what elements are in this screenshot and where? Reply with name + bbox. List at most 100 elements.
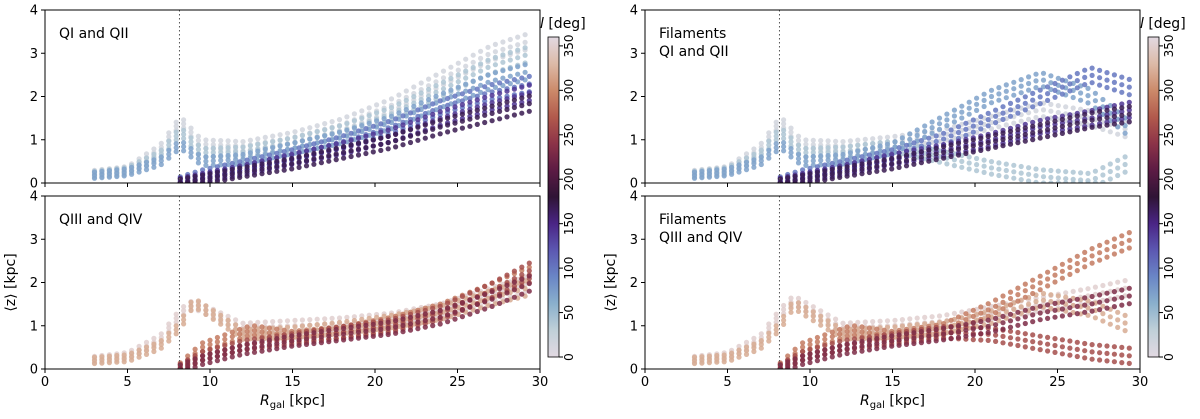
scatter-point xyxy=(1022,307,1028,313)
scatter-point xyxy=(452,302,458,308)
scatter-point xyxy=(507,73,513,79)
scatter-point xyxy=(1033,108,1039,114)
scatter-point xyxy=(284,318,291,324)
scatter-point xyxy=(844,341,850,347)
scatter-point xyxy=(240,320,246,326)
scatter-point xyxy=(1067,122,1073,128)
scatter-point xyxy=(296,145,302,151)
scatter-point xyxy=(1026,301,1032,307)
scatter-point xyxy=(1082,118,1088,125)
scatter-point xyxy=(515,55,521,61)
scatter-point xyxy=(1067,129,1073,135)
scatter-point xyxy=(497,108,503,114)
scatter-point xyxy=(244,341,250,347)
scatter-point xyxy=(1082,302,1088,308)
scatter-point xyxy=(303,336,310,342)
scatter-point xyxy=(344,314,350,320)
scatter-point xyxy=(929,314,935,320)
scatter-point xyxy=(922,123,928,129)
scatter-point xyxy=(1082,355,1088,361)
scatter-point xyxy=(470,59,476,65)
scatter-point xyxy=(1119,116,1125,122)
scatter-point xyxy=(773,323,779,329)
scatter-point xyxy=(1052,118,1058,124)
scatter-point xyxy=(1082,126,1088,132)
scatter-point xyxy=(978,120,984,126)
scatter-point xyxy=(1052,279,1058,285)
scatter-point xyxy=(244,350,250,357)
scatter-point xyxy=(385,119,391,125)
scatter-point xyxy=(1015,97,1021,103)
scatter-point xyxy=(341,325,347,332)
scatter-point xyxy=(489,296,495,302)
scatter-point xyxy=(859,329,865,335)
scatter-point xyxy=(1000,326,1006,332)
scatter-point xyxy=(1037,117,1043,123)
scatter-point xyxy=(814,349,821,355)
scatter-point xyxy=(1040,290,1047,297)
scatter-point xyxy=(225,152,231,159)
scatter-point xyxy=(244,328,250,335)
scatter-point xyxy=(874,326,880,332)
scatter-point xyxy=(959,158,965,164)
scatter-point xyxy=(485,44,491,50)
scatter-point xyxy=(840,151,846,158)
scatter-point xyxy=(173,149,179,155)
scatter-point xyxy=(1018,304,1024,310)
scatter-point xyxy=(944,117,950,123)
scatter-point xyxy=(1052,307,1058,313)
scatter-point xyxy=(274,336,280,342)
scatter-point xyxy=(851,155,858,161)
scatter-point xyxy=(1126,360,1132,366)
scatter-point xyxy=(963,138,969,145)
scatter-point xyxy=(1048,298,1054,305)
scatter-point xyxy=(355,128,362,134)
scatter-point xyxy=(1092,175,1098,182)
scatter-point xyxy=(792,346,798,352)
scatter-point xyxy=(455,60,461,66)
scatter-point xyxy=(403,88,409,94)
scatter-point xyxy=(504,88,510,94)
scatter-point xyxy=(266,152,272,158)
scatter-point xyxy=(181,321,187,327)
scatter-point xyxy=(311,156,317,162)
scatter-point xyxy=(247,137,253,143)
scatter-point xyxy=(862,136,868,142)
scatter-point xyxy=(743,167,750,173)
scatter-point xyxy=(818,145,824,151)
scatter-point xyxy=(1119,112,1125,118)
scatter-point xyxy=(214,174,220,180)
scatter-point xyxy=(981,157,987,163)
scatter-point xyxy=(881,344,887,350)
scatter-point xyxy=(158,331,164,337)
y-tick-label: 3 xyxy=(630,233,638,248)
scatter-point xyxy=(511,97,517,103)
scatter-point xyxy=(307,136,313,142)
scatter-point xyxy=(326,153,332,159)
scatter-point xyxy=(452,127,458,133)
scatter-point xyxy=(1037,94,1043,100)
scatter-point xyxy=(251,344,258,351)
series-l=170 xyxy=(177,93,532,183)
scatter-point xyxy=(218,145,224,151)
x-tick-label: 20 xyxy=(367,375,384,390)
scatter-point xyxy=(166,321,172,327)
scatter-point xyxy=(203,158,209,164)
scatter-point xyxy=(151,164,157,170)
scatter-point xyxy=(963,317,969,323)
scatter-point xyxy=(866,347,873,353)
scatter-point xyxy=(1104,358,1110,364)
scatter-point xyxy=(914,322,920,328)
scatter-point xyxy=(795,156,802,162)
x-tick-label: 0 xyxy=(41,375,49,390)
scatter-point xyxy=(800,349,806,355)
scatter-point xyxy=(966,160,972,166)
scatter-point xyxy=(497,276,503,282)
colorbar-tick-label: 50 xyxy=(1162,305,1176,320)
scatter-point xyxy=(348,336,354,342)
scatter-point xyxy=(329,125,335,131)
scatter-point xyxy=(437,314,443,320)
scatter-point xyxy=(437,124,443,130)
scatter-point xyxy=(1122,312,1128,318)
scatter-point xyxy=(859,338,865,344)
